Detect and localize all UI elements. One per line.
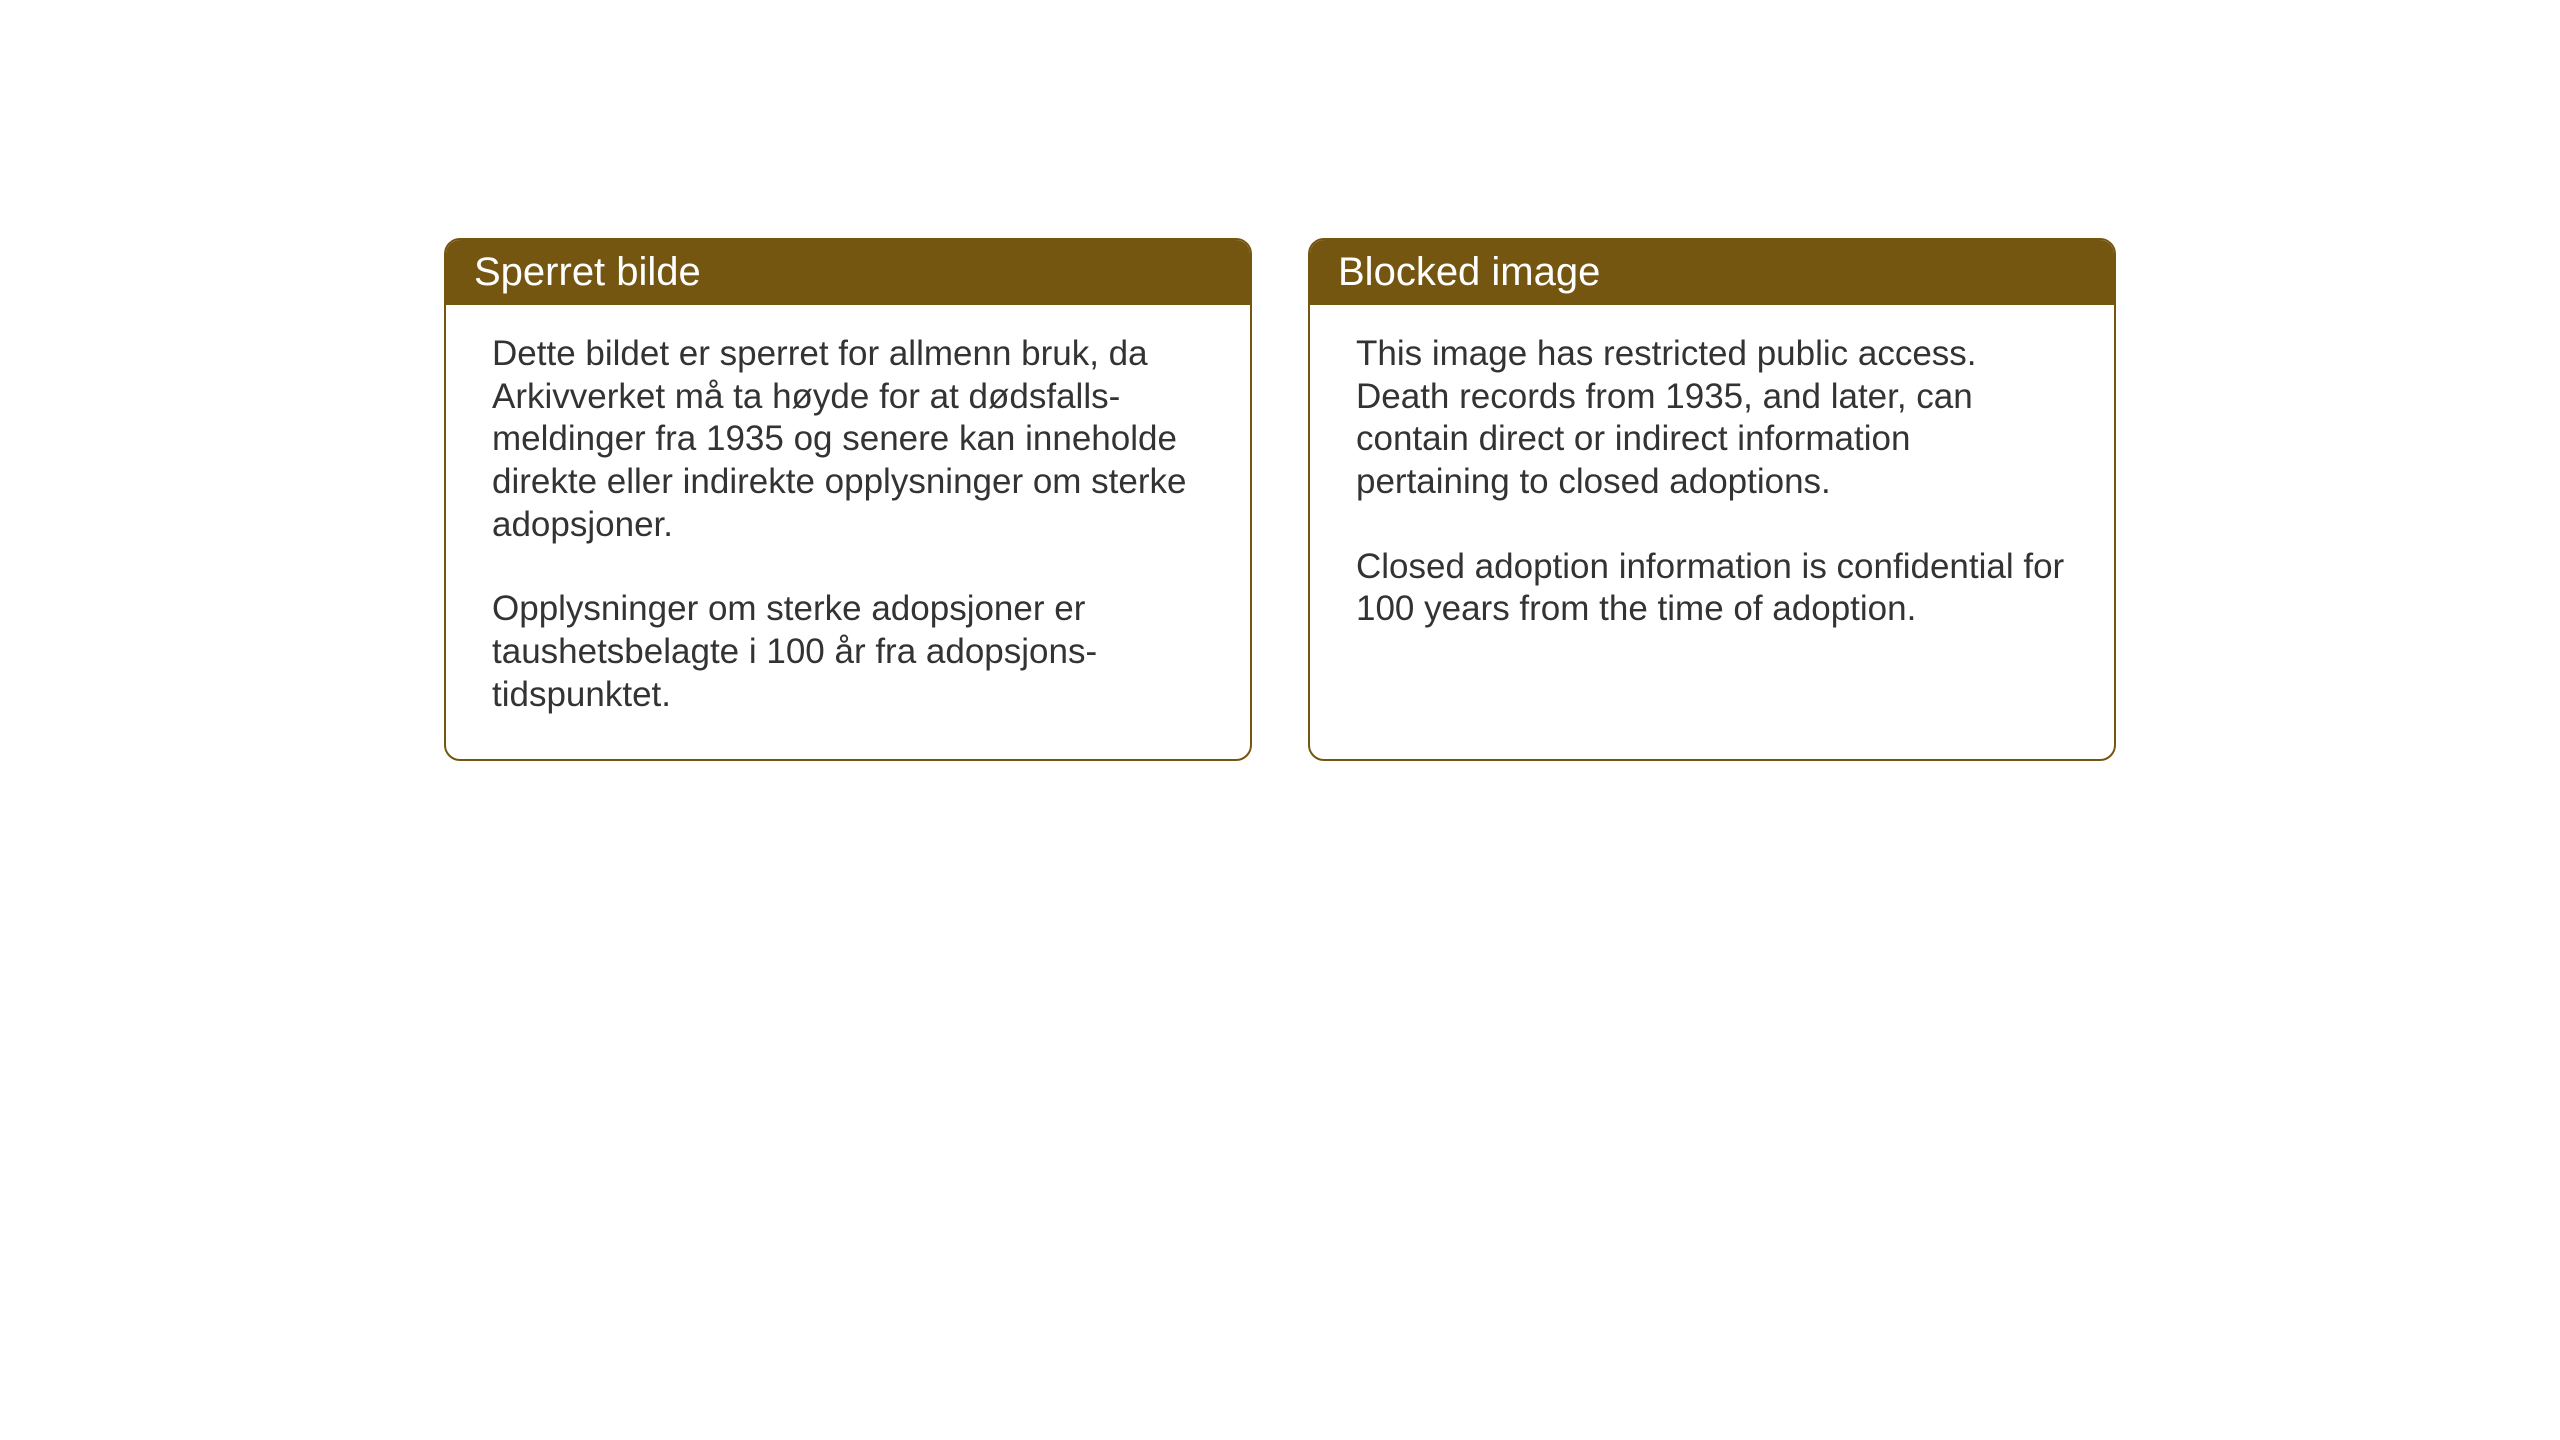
card-header: Sperret bilde — [446, 240, 1250, 305]
card-title: Sperret bilde — [474, 250, 701, 294]
card-paragraph: This image has restricted public access.… — [1356, 333, 2068, 504]
card-title: Blocked image — [1338, 250, 1600, 294]
card-body: Dette bildet er sperret for allmenn bruk… — [446, 305, 1250, 759]
notice-card-norwegian: Sperret bilde Dette bildet er sperret fo… — [444, 238, 1252, 761]
card-body: This image has restricted public access.… — [1310, 305, 2114, 673]
card-paragraph: Opplysninger om sterke adopsjoner er tau… — [492, 588, 1204, 716]
notice-container: Sperret bilde Dette bildet er sperret fo… — [444, 238, 2116, 761]
card-paragraph: Closed adoption information is confident… — [1356, 546, 2068, 631]
card-paragraph: Dette bildet er sperret for allmenn bruk… — [492, 333, 1204, 546]
card-header: Blocked image — [1310, 240, 2114, 305]
notice-card-english: Blocked image This image has restricted … — [1308, 238, 2116, 761]
